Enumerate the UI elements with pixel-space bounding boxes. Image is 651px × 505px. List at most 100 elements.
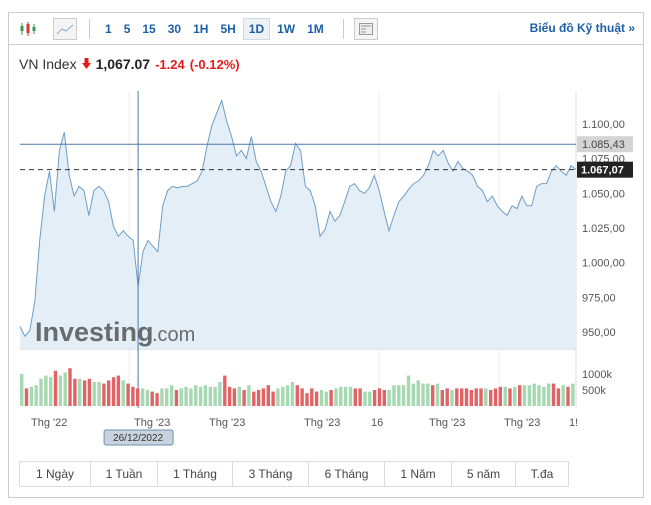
- volume-bar: [20, 374, 24, 406]
- volume-bar: [343, 386, 348, 406]
- price-area: [20, 100, 576, 350]
- interval-1m[interactable]: 1M: [307, 21, 324, 36]
- range-max[interactable]: T.đa: [530, 467, 554, 481]
- volume-bar: [455, 388, 459, 406]
- range-1-day[interactable]: 1 Ngày: [20, 462, 91, 486]
- x-tick-label: Thg '23: [304, 417, 340, 429]
- volume-bar: [44, 375, 48, 406]
- volume-bar: [498, 386, 502, 406]
- volume-bar: [53, 370, 58, 406]
- volume-bar: [276, 388, 280, 406]
- volume-bar: [372, 390, 377, 406]
- volume-bar: [324, 391, 328, 406]
- volume-bar: [566, 386, 570, 406]
- interval-5h[interactable]: 5H: [220, 21, 236, 36]
- crosshair-date-badge: [103, 429, 174, 446]
- volume-bar: [223, 375, 227, 406]
- range-3-months[interactable]: 3 Tháng: [233, 462, 309, 486]
- technical-chart-link[interactable]: Biểu đồ Kỹ thuật »: [529, 21, 635, 35]
- volume-bar: [213, 386, 217, 406]
- price-line: [19, 98, 577, 338]
- volume-bar: [508, 388, 512, 406]
- quote-header: VN Index 1,067.07 -1.24 (-0.12%): [19, 56, 240, 72]
- volume-bar: [261, 388, 266, 406]
- volume-bar: [92, 382, 96, 406]
- volume-bar: [397, 385, 401, 406]
- volume-bar: [319, 390, 324, 406]
- volume-bar: [155, 393, 159, 406]
- volume-bar: [416, 380, 420, 406]
- volume-bar: [353, 388, 357, 406]
- layout-icon[interactable]: [353, 17, 378, 40]
- volume-bar: [121, 380, 125, 406]
- volume-bar: [339, 386, 343, 406]
- area-chart-icon[interactable]: [53, 17, 77, 40]
- interval-1d[interactable]: 1D: [242, 17, 271, 40]
- volume-bar: [160, 388, 164, 406]
- volume-bar: [290, 382, 295, 406]
- volume-bar: [24, 388, 29, 406]
- volume-bar: [107, 380, 111, 406]
- volume-bar: [73, 378, 77, 406]
- range-1-month[interactable]: 1 Tháng: [158, 462, 233, 486]
- volume-bar: [368, 391, 372, 406]
- x-tick-label: Thg '23: [429, 417, 465, 429]
- volume-bar: [285, 385, 290, 406]
- toolbar-divider: [89, 18, 90, 39]
- volume-bar: [194, 385, 198, 406]
- volume-bar: [426, 383, 430, 406]
- volume-bar: [218, 382, 222, 406]
- y-tick-label: 1.000,00: [582, 258, 625, 270]
- x-tick-label: Thg '23: [504, 417, 540, 429]
- interval-15[interactable]: 15: [142, 21, 156, 36]
- x-tick-label: 16: [371, 417, 383, 429]
- price-change-percent: (-0.12%): [189, 56, 240, 72]
- crosshair-value-label: 1.085,43: [582, 139, 625, 151]
- interval-5[interactable]: 5: [123, 21, 131, 36]
- crosshair-date-label: 26/12/2022: [113, 433, 163, 444]
- volume-bar: [111, 377, 116, 406]
- volume-bar: [547, 383, 551, 406]
- volume-bar: [387, 390, 391, 406]
- volume-bar: [34, 385, 38, 406]
- volume-bar: [305, 393, 309, 406]
- volume-bar: [527, 385, 532, 406]
- volume-bar: [68, 368, 72, 406]
- range-1-week[interactable]: 1 Tuần: [91, 462, 158, 486]
- volume-bar: [102, 383, 106, 406]
- volume-bar: [537, 385, 541, 406]
- candlestick-icon[interactable]: [17, 19, 39, 39]
- price-chart[interactable]: 1.100,001.075,001.050,001.025,001.000,00…: [9, 83, 643, 453]
- volume-bar: [165, 388, 169, 406]
- volume-bar: [551, 383, 556, 406]
- range-6-months[interactable]: 6 Tháng: [309, 462, 385, 486]
- volume-bar: [208, 386, 212, 406]
- range-5-years[interactable]: 5 năm: [452, 462, 516, 486]
- interval-30[interactable]: 30: [167, 21, 182, 36]
- volume-bar: [532, 383, 536, 406]
- volume-bar: [184, 386, 188, 406]
- volume-bar: [503, 386, 507, 406]
- volume-bar: [174, 390, 179, 406]
- volume-bar: [252, 391, 256, 406]
- price-change: -1.24: [155, 56, 185, 72]
- volume-bar: [256, 390, 261, 406]
- y-tick-label: 1.050,00: [582, 188, 625, 200]
- volume-bar: [392, 385, 396, 406]
- volume-bar: [295, 385, 299, 406]
- volume-bar: [460, 388, 464, 406]
- volume-bar: [169, 385, 174, 406]
- toolbar-divider: [342, 18, 344, 39]
- x-tick-label: Thg '23: [134, 417, 170, 429]
- volume-bar: [329, 390, 333, 406]
- interval-1[interactable]: 1: [105, 21, 112, 36]
- y-tick-label: 1.100,00: [582, 119, 625, 131]
- volume-bar: [63, 372, 67, 406]
- interval-1h[interactable]: 1H: [193, 21, 209, 36]
- volume-bar: [377, 388, 382, 406]
- range-1-year[interactable]: 1 Năm: [385, 462, 452, 486]
- volume-bar: [435, 383, 440, 406]
- volume-bar: [82, 380, 87, 406]
- volume-bar: [522, 385, 527, 406]
- interval-1w[interactable]: 1W: [277, 21, 296, 36]
